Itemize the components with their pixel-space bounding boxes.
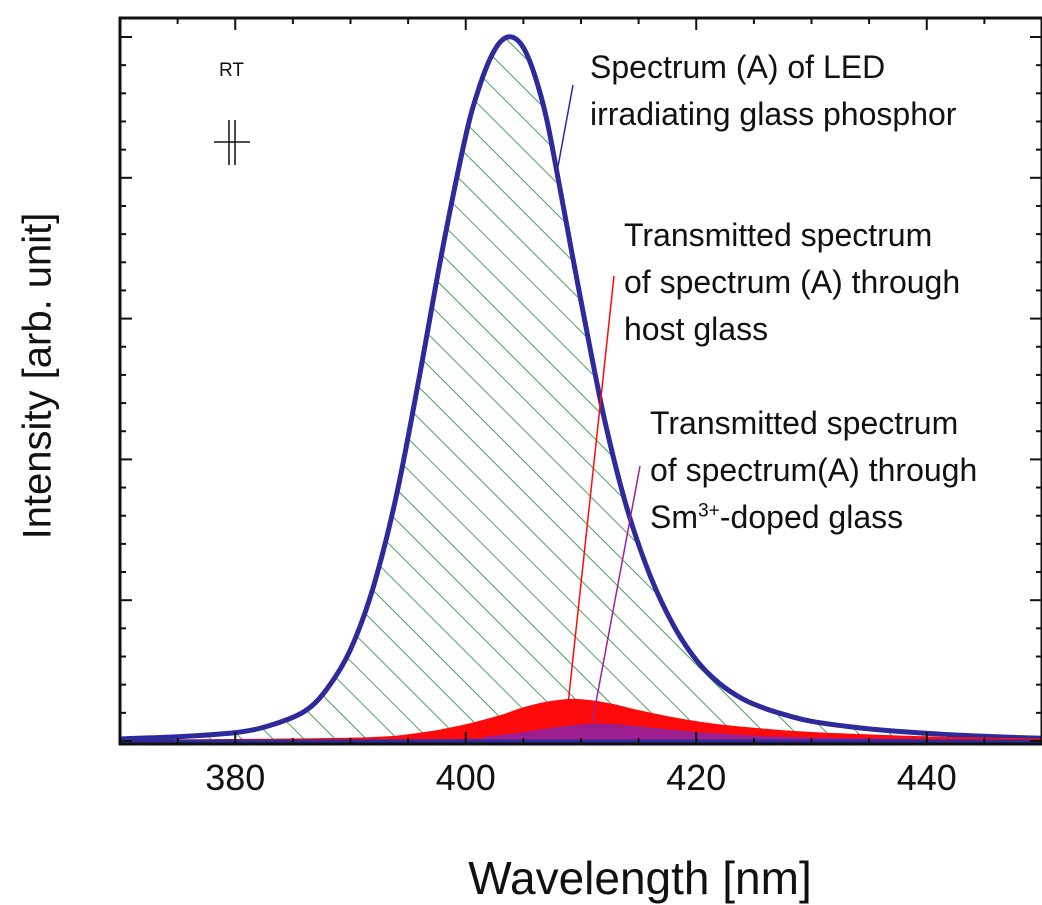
series-area-0 (120, 36, 1042, 741)
series-area-1 (120, 700, 1042, 741)
y-axis-label: Intensity [arb. unit] (15, 212, 60, 540)
annotation-line: Transmitted spectrum (624, 217, 933, 253)
polarizer-symbol (214, 120, 250, 165)
temperature-label: RT (219, 60, 244, 81)
sm-leader-line (591, 465, 641, 721)
x-axis-label: Wavelength [nm] (468, 852, 812, 904)
host-leader-line (567, 275, 615, 701)
led-leader-line (555, 84, 574, 178)
x-tick-label: 380 (205, 757, 266, 798)
ion-symbol: Sm (650, 499, 698, 535)
ion-charge: 3+ (698, 500, 720, 522)
series-area-2 (120, 724, 1042, 741)
annotation-line: of spectrum (A) through (624, 264, 961, 300)
sm-doped-glass-annotation: Transmitted spectrum of spectrum(A) thro… (650, 400, 977, 541)
annotation-line: host glass (624, 311, 769, 347)
annotation-line: Sm3+-doped glass (650, 494, 977, 541)
x-tick-label: 420 (666, 757, 727, 798)
x-tick-label: 440 (896, 757, 957, 798)
annotation-line: Spectrum (A) of LED (590, 49, 886, 85)
led-spectrum-annotation: Spectrum (A) of LED irradiating glass ph… (590, 44, 956, 138)
annotation-line: Transmitted spectrum (650, 405, 959, 441)
annotation-text: -doped glass (719, 499, 904, 535)
host-glass-annotation: Transmitted spectrum of spectrum (A) thr… (624, 212, 960, 353)
x-tick-label: 400 (435, 757, 496, 798)
series-line-0 (120, 34, 1042, 742)
annotation-line: irradiating glass phosphor (590, 96, 957, 132)
series-line-1 (120, 698, 1042, 743)
annotation-line: of spectrum(A) through (650, 452, 978, 488)
